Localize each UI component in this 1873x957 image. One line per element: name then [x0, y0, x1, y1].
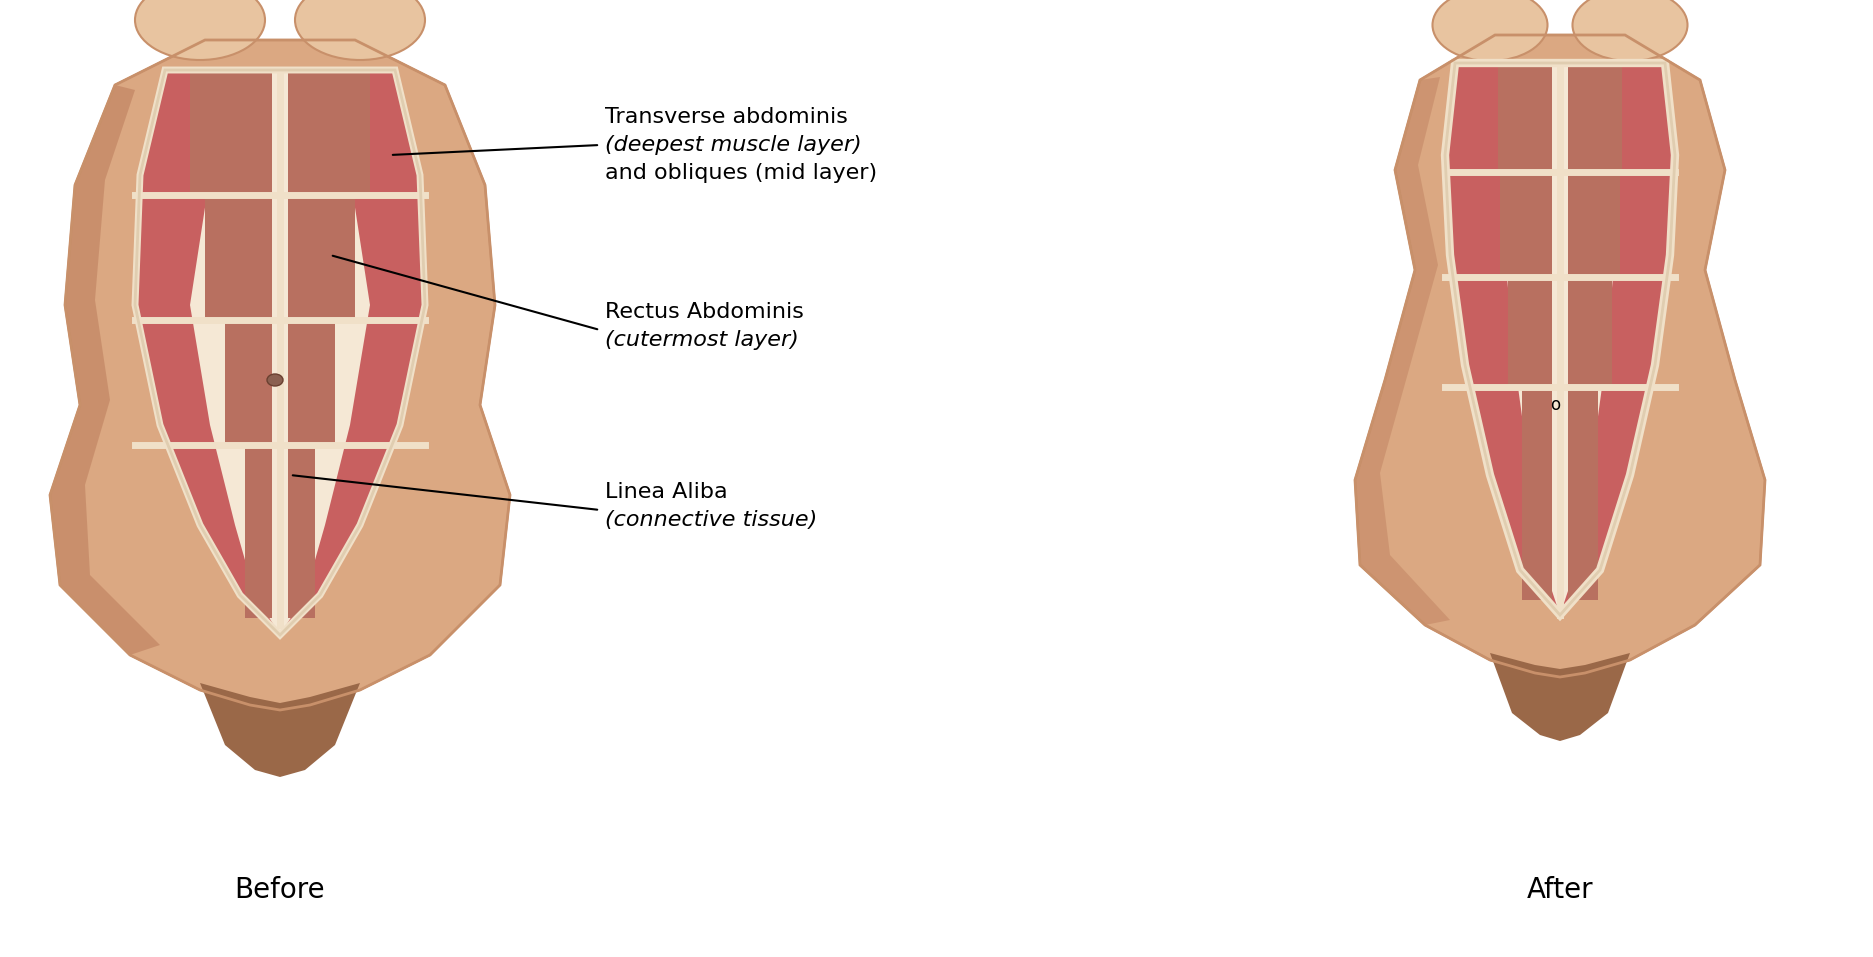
Text: Before: Before — [234, 876, 326, 904]
Polygon shape — [288, 323, 335, 443]
Polygon shape — [245, 448, 272, 618]
Ellipse shape — [1433, 0, 1547, 61]
Polygon shape — [1444, 63, 1674, 615]
Polygon shape — [1508, 280, 1553, 385]
Text: (connective tissue): (connective tissue) — [605, 510, 817, 530]
Polygon shape — [1444, 63, 1560, 615]
Polygon shape — [51, 40, 509, 710]
Polygon shape — [1523, 390, 1553, 600]
Ellipse shape — [135, 0, 264, 60]
Polygon shape — [1560, 63, 1674, 615]
Polygon shape — [135, 70, 425, 635]
Text: (deepest muscle layer): (deepest muscle layer) — [605, 135, 862, 155]
Polygon shape — [1354, 35, 1764, 677]
Text: Transverse abdominis: Transverse abdominis — [605, 107, 848, 127]
Text: Rectus Abdominis: Rectus Abdominis — [605, 302, 804, 322]
Polygon shape — [200, 683, 360, 777]
Polygon shape — [288, 448, 315, 618]
Polygon shape — [1498, 65, 1553, 170]
Polygon shape — [51, 85, 159, 655]
Ellipse shape — [268, 374, 283, 386]
Text: After: After — [1526, 876, 1594, 904]
Text: and obliques (mid layer): and obliques (mid layer) — [605, 163, 877, 183]
Polygon shape — [279, 70, 425, 635]
Text: Linea Aliba: Linea Aliba — [605, 482, 727, 502]
Polygon shape — [1568, 280, 1613, 385]
Polygon shape — [288, 73, 371, 193]
Ellipse shape — [296, 0, 425, 60]
Polygon shape — [135, 70, 279, 635]
Text: (cutermost layer): (cutermost layer) — [605, 330, 798, 350]
Polygon shape — [189, 73, 272, 193]
Polygon shape — [204, 198, 272, 318]
Polygon shape — [1354, 77, 1450, 625]
Polygon shape — [1500, 175, 1553, 275]
Polygon shape — [225, 323, 272, 443]
Polygon shape — [288, 198, 356, 318]
Text: o: o — [1551, 396, 1560, 414]
Polygon shape — [1568, 65, 1622, 170]
Polygon shape — [1491, 653, 1630, 741]
Ellipse shape — [1573, 0, 1688, 61]
Polygon shape — [1568, 175, 1620, 275]
Polygon shape — [1568, 390, 1598, 600]
